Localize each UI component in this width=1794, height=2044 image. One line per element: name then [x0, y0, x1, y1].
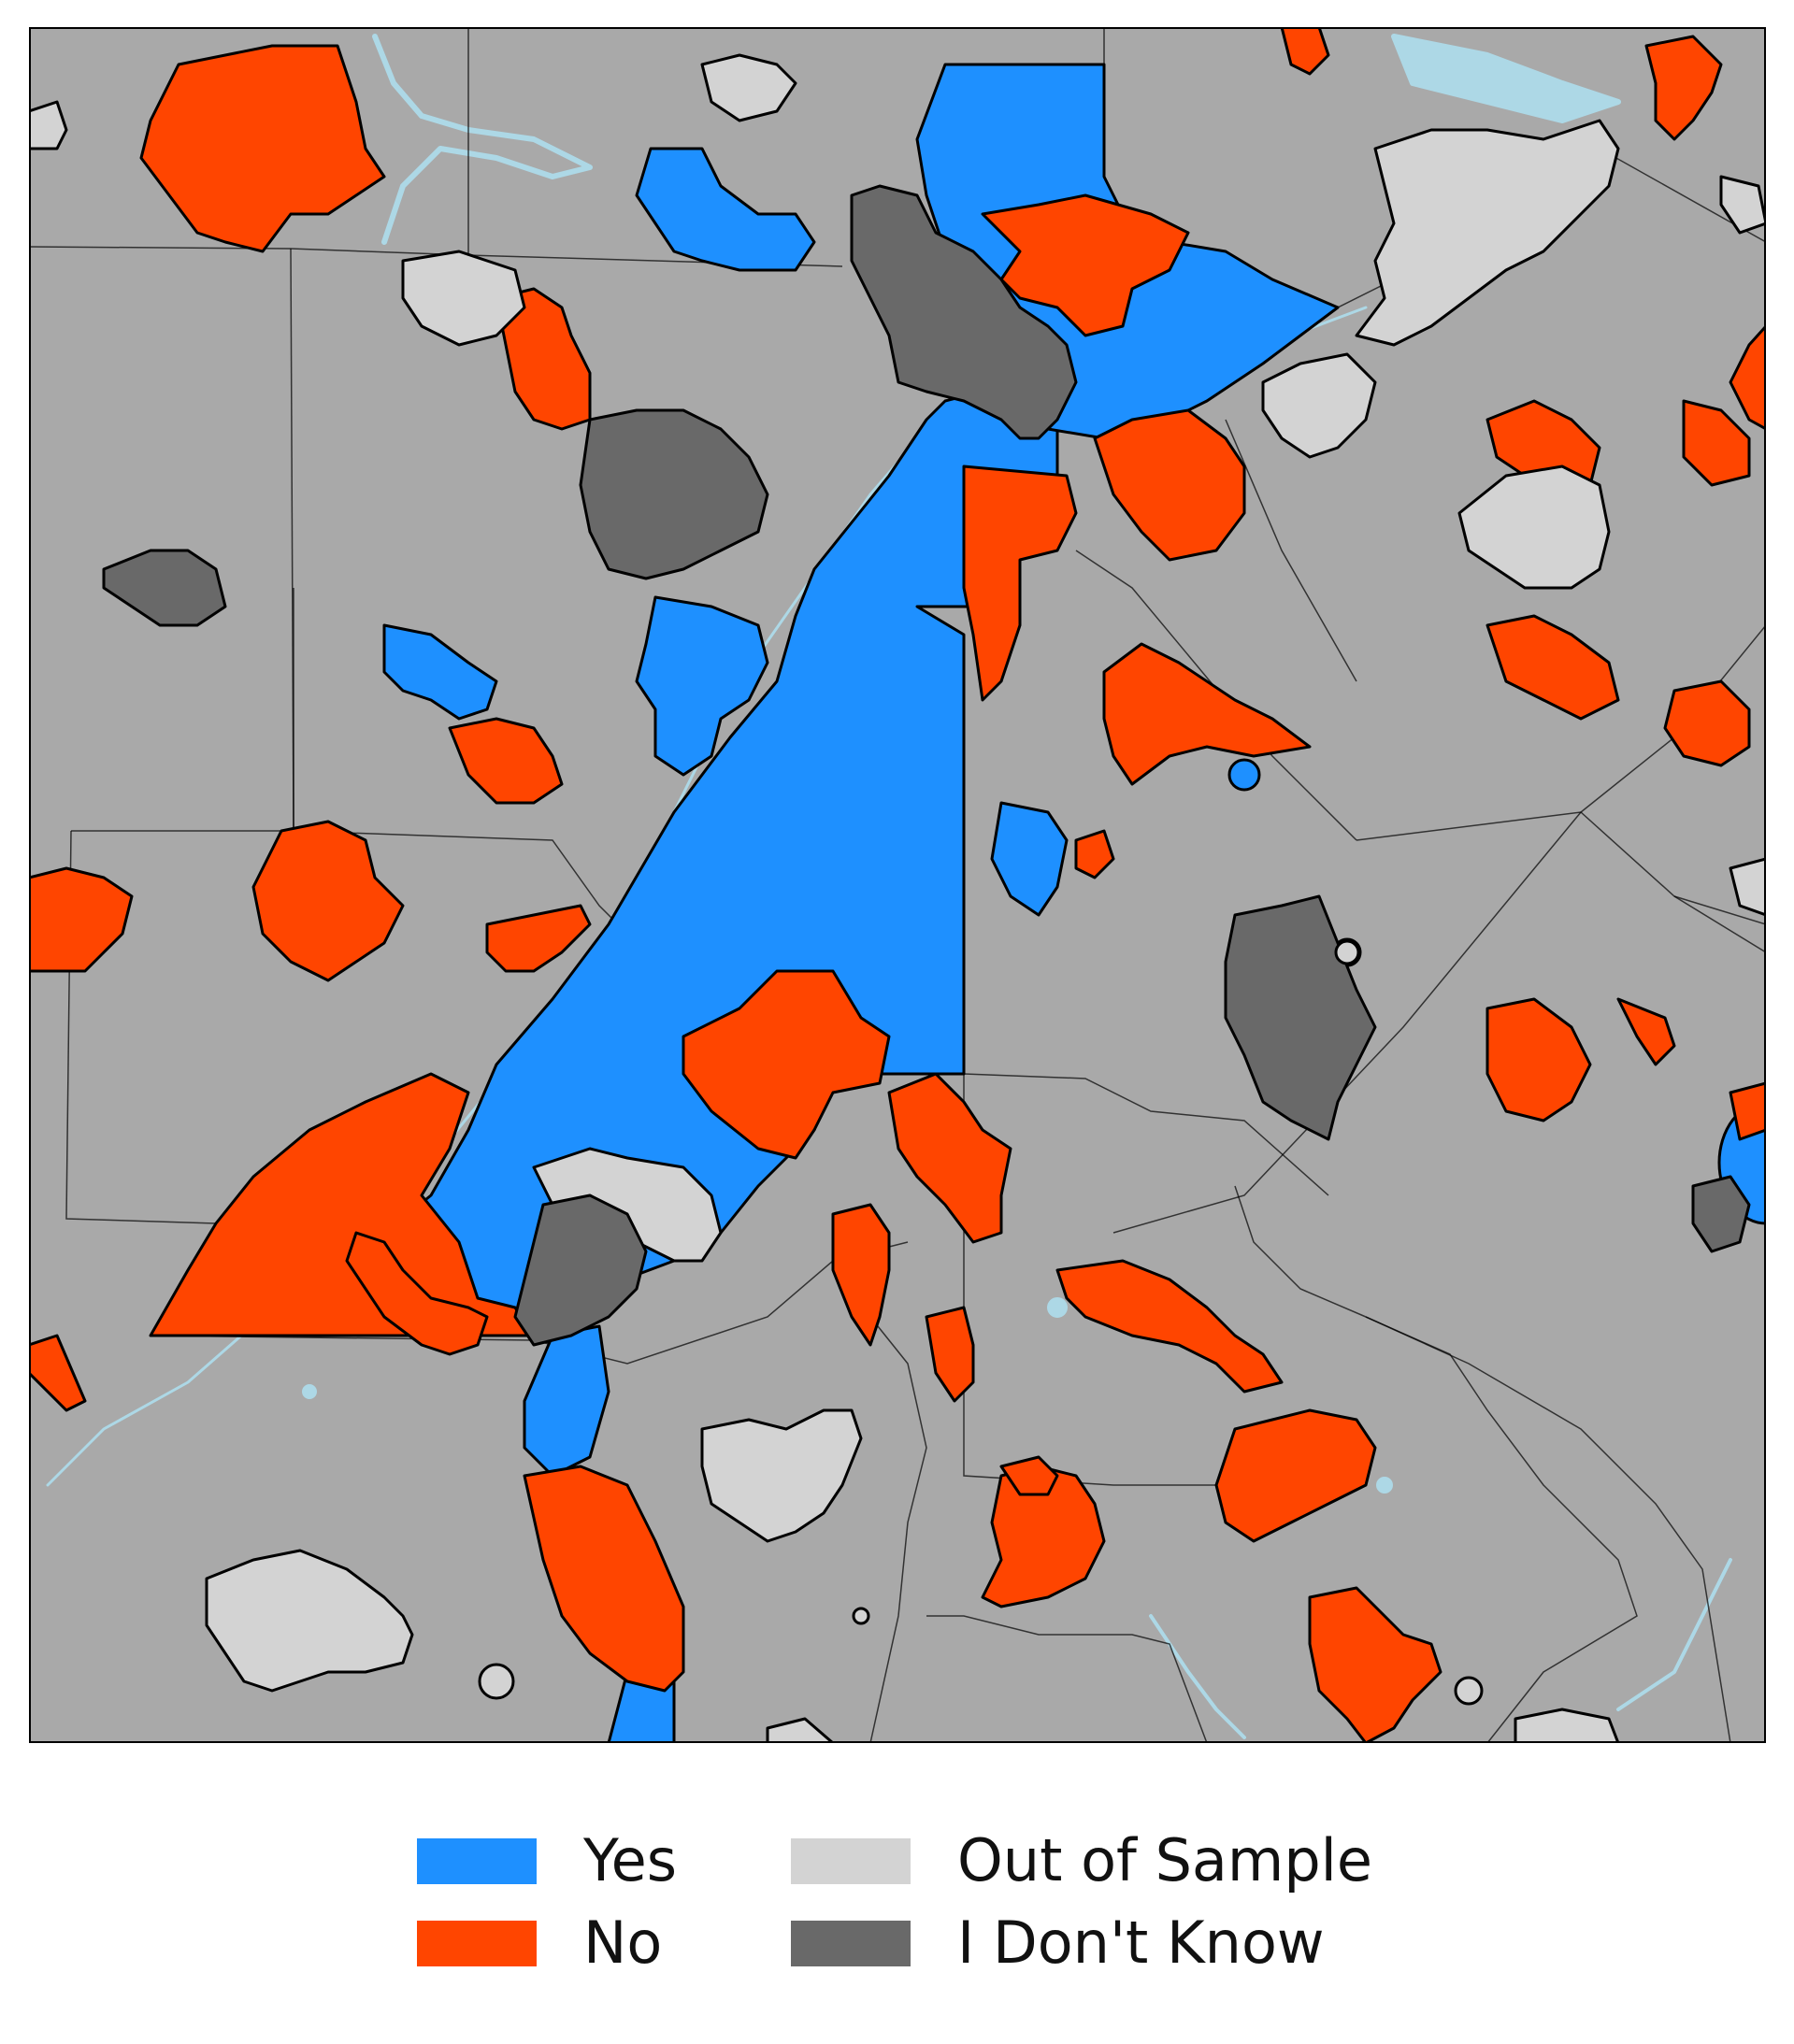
oos-region-north-small [700, 53, 797, 122]
oos-region-east [1457, 465, 1611, 590]
oos-region-northeast-b [1261, 352, 1377, 459]
yes-region-west-cluster [382, 623, 498, 721]
yes-region-south-strip [523, 1324, 610, 1478]
no-region-south-east-a [1055, 1259, 1284, 1394]
no-region-west-river-town [485, 904, 592, 973]
no-region-east-far-b [1485, 614, 1620, 721]
no-region-northwest [139, 44, 386, 253]
dk-region-east-small [1691, 1175, 1751, 1253]
no-regions [29, 27, 1766, 1743]
legend-swatch-dont-know [791, 1920, 911, 1966]
no-region-center-small [1074, 829, 1115, 879]
oos-region-south-edge [766, 1717, 835, 1743]
yes-region-north-town [635, 147, 816, 272]
oos-circle-dk [1334, 939, 1360, 965]
no-region-southeast [1308, 1586, 1442, 1743]
oos-region-south-center [700, 1408, 863, 1543]
dk-region-west [102, 549, 227, 627]
map-canvas [29, 27, 1766, 1743]
oos-circle-south-a [478, 1663, 515, 1700]
legend-swatch-out-of-sample [791, 1837, 911, 1884]
dk-region-river-south [513, 1194, 648, 1347]
lake-northeast [1391, 34, 1621, 123]
legend-item-dont-know: I Don't Know [791, 1914, 1325, 1972]
oos-region-west-small [401, 250, 526, 347]
dk-region-north-river [850, 184, 1078, 440]
no-region-east-bank [962, 465, 1078, 702]
no-region-south-east-c [981, 1465, 1106, 1608]
pond-c [302, 1384, 317, 1399]
no-region-northeast-b [1280, 27, 1330, 76]
yes-region-central-town [635, 595, 769, 777]
legend-item-out-of-sample: Out of Sample [791, 1832, 1372, 1890]
legend-label-no: No [583, 1908, 663, 1977]
legend-label-yes: Yes [583, 1826, 678, 1894]
map-border [29, 27, 1766, 1743]
no-region-west-town [251, 820, 405, 982]
legend-item-no: No [417, 1914, 662, 1972]
no-region-west-cluster-b [448, 717, 564, 805]
pond-b [1376, 1477, 1393, 1494]
dk-region-northwest-center [579, 408, 769, 580]
dont-know-regions [102, 184, 1751, 1347]
lake-north [372, 34, 593, 245]
oos-region-northwest-edge [29, 100, 68, 150]
pond-a [1047, 1297, 1068, 1318]
oos-region-southeast-edge [1514, 1708, 1620, 1743]
no-region-south-center-b [831, 1203, 891, 1347]
no-region-east-south-a [1485, 997, 1592, 1122]
no-region-east-far-d [1682, 399, 1751, 487]
no-region-river-west [345, 1231, 489, 1356]
legend-swatch-yes [417, 1837, 537, 1884]
lake-southeast [1616, 1558, 1732, 1711]
legend-label-out-of-sample: Out of Sample [957, 1826, 1373, 1894]
legend-label-dont-know: I Don't Know [957, 1908, 1325, 1977]
no-region-east-edge [1729, 324, 1766, 431]
oos-circle-south-b [1454, 1676, 1484, 1706]
oos-region-southwest [205, 1549, 414, 1693]
no-region-east-mid [1102, 642, 1312, 786]
oos-region-east-edge-mid [1729, 857, 1766, 917]
legend: Yes No Out of Sample I Don't Know [417, 1832, 1408, 1972]
no-region-south-east-d [999, 1455, 1059, 1496]
no-region-southwest-large [149, 1072, 536, 1337]
no-region-east-far-c [1663, 679, 1751, 767]
legend-item-yes: Yes [417, 1832, 677, 1890]
no-region-south-river [523, 1465, 685, 1693]
no-region-west-edge [29, 866, 134, 973]
yes-region-east-edge [990, 801, 1069, 917]
yes-region-small-circle [1227, 758, 1261, 792]
no-region-south-east-b [1214, 1408, 1377, 1543]
legend-swatch-no [417, 1920, 537, 1966]
oos-region-east-far [1719, 175, 1766, 235]
no-region-south-center-c [925, 1306, 975, 1403]
no-region-east-core [1093, 408, 1246, 562]
no-region-central-south [682, 969, 891, 1160]
no-region-south-center [887, 1072, 1012, 1244]
no-region-east-edge-south [1729, 1081, 1766, 1141]
oos-circle-south-c [852, 1607, 870, 1625]
no-region-east-south-b [1616, 997, 1676, 1066]
no-region-northeast-a [1644, 35, 1723, 141]
oos-region-northeast [1355, 119, 1620, 347]
no-region-west-thin [29, 1334, 87, 1412]
